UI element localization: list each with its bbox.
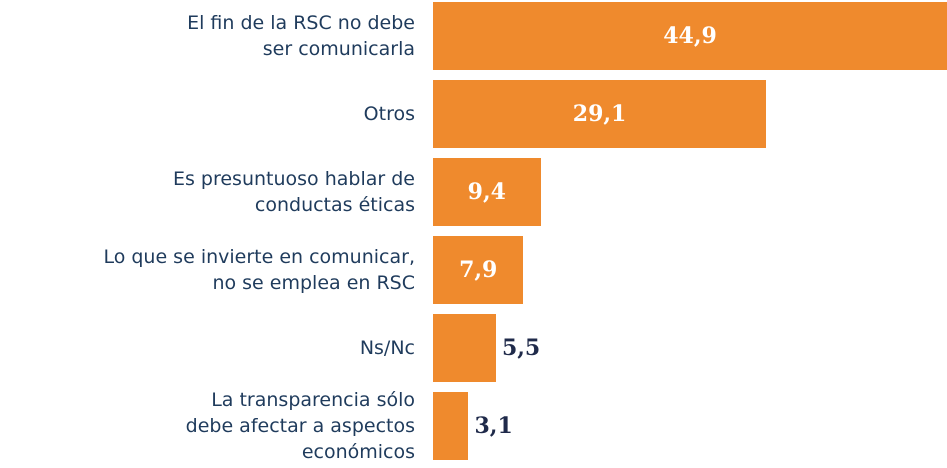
value-label: 9,4 xyxy=(467,179,506,205)
bar xyxy=(433,392,469,460)
category-label: Es presuntuoso hablar de conductas ética… xyxy=(172,168,415,216)
bar xyxy=(433,314,496,382)
value-label: 29,1 xyxy=(572,101,627,127)
value-label: 3,1 xyxy=(474,413,513,439)
bar xyxy=(433,2,947,70)
category-label: Ns/Nc xyxy=(359,337,415,359)
category-label: Lo que se invierte en comunicar, no se e… xyxy=(103,246,415,294)
value-label: 7,9 xyxy=(459,257,498,283)
category-label: Otros xyxy=(363,103,415,125)
bar xyxy=(433,158,541,226)
bar xyxy=(433,80,767,148)
category-label: La transparencia sólo debe afectar a asp… xyxy=(185,389,415,463)
category-label: El fin de la RSC no debe ser comunicarla xyxy=(187,12,415,60)
value-label: 5,5 xyxy=(501,335,541,361)
bar xyxy=(433,236,524,304)
value-label: 44,9 xyxy=(663,23,717,49)
